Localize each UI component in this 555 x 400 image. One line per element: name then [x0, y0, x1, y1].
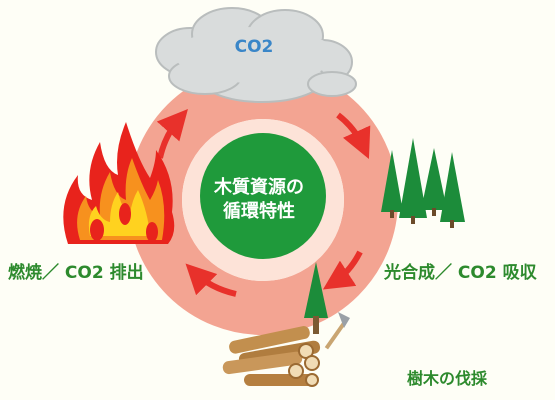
label-harvest: 樹木の伐採 [407, 369, 488, 388]
logs-icon [222, 326, 321, 387]
arrow-forest-to-harvest [322, 250, 363, 290]
tree-icon [304, 262, 328, 334]
arrow-fire-to-cloud [156, 108, 188, 159]
fire-icon [63, 122, 175, 244]
forest-icon [381, 138, 465, 228]
cloud-co2-label: CO2 [234, 37, 274, 57]
axe-icon [324, 312, 350, 350]
label-photosynthesis: 光合成／ CO2 吸収 [384, 263, 537, 283]
arrow-harvest-to-fire [185, 263, 237, 297]
center-title-line2: 循環特性 [223, 201, 295, 222]
center-title-line1: 木質資源の [214, 177, 304, 198]
center-title: 木質資源の 循環特性 [191, 176, 327, 224]
label-combustion: 燃焼／ CO2 排出 [8, 263, 144, 283]
arrow-cloud-to-forest [336, 112, 371, 159]
center-circle [200, 133, 326, 259]
